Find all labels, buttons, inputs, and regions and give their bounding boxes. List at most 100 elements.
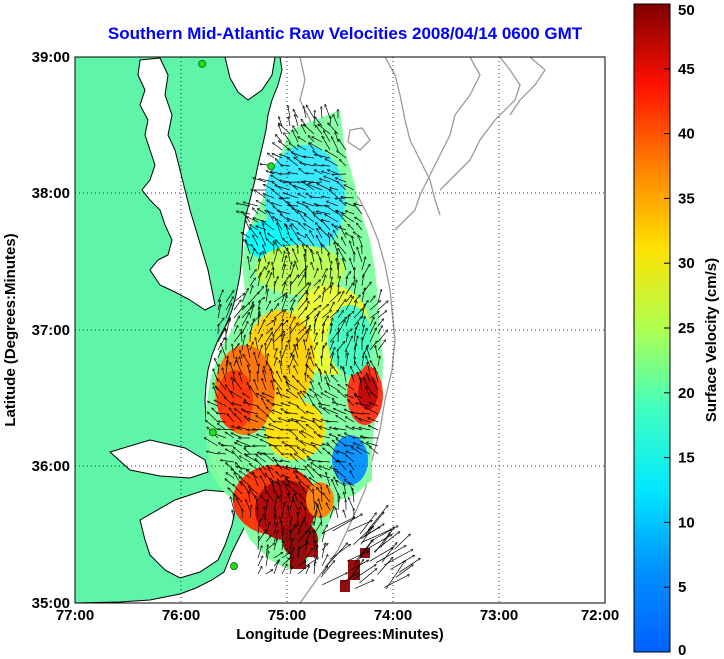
velocity-arrow — [351, 366, 355, 375]
velocity-arrow — [306, 412, 315, 415]
velocity-arrow — [297, 507, 300, 519]
velocity-arrow — [333, 230, 339, 239]
velocity-arrow — [353, 309, 362, 319]
velocity-arrow — [329, 302, 334, 311]
velocity-arrow — [286, 225, 291, 239]
velocity-arrow — [322, 444, 331, 447]
velocity-arrow — [294, 454, 307, 463]
velocity-arrow — [225, 304, 232, 319]
velocity-arrow — [264, 366, 267, 375]
velocity-arrow — [243, 393, 251, 399]
velocity-arrow — [273, 522, 278, 535]
velocity-arrow — [302, 431, 315, 439]
velocity-arrow — [241, 307, 252, 319]
velocity-arrow — [336, 258, 339, 271]
velocity-arrow — [293, 499, 299, 511]
velocity-arrow — [321, 275, 326, 287]
velocity-arrow — [321, 288, 325, 303]
velocity-arrow — [317, 252, 323, 263]
velocity-arrow — [313, 268, 318, 279]
velocity-arrow — [313, 545, 318, 559]
velocity-arrow — [260, 439, 275, 447]
velocity-arrow — [290, 225, 299, 239]
velocity-arrow — [313, 561, 315, 575]
velocity-arrow — [259, 468, 267, 479]
velocity-arrow — [281, 166, 291, 167]
velocity-arrow — [344, 185, 355, 191]
velocity-arrow — [377, 290, 381, 303]
velocity-arrow — [345, 295, 352, 303]
velocity-arrow — [241, 288, 248, 303]
velocity-arrow — [281, 351, 283, 367]
velocity-arrow — [225, 432, 235, 439]
velocity-arrow — [326, 421, 339, 422]
velocity-arrow — [304, 476, 315, 487]
grid-lines — [75, 57, 605, 603]
velocity-arrow — [343, 367, 347, 383]
velocity-arrow — [337, 310, 344, 319]
velocity-arrow — [287, 248, 291, 263]
velocity-arrow — [354, 361, 363, 375]
velocity-arrow — [273, 358, 277, 367]
colorbar-tick-label: 35 — [678, 190, 695, 207]
velocity-arrow — [257, 259, 260, 271]
velocity-arrow — [234, 379, 243, 391]
velocity-arrow — [294, 366, 299, 375]
velocity-arrow — [273, 304, 279, 311]
velocity-arrow — [272, 154, 283, 159]
velocity-arrow — [279, 117, 283, 127]
velocity-arrow — [377, 319, 384, 327]
velocity-arrow — [313, 286, 319, 295]
velocity-arrow — [305, 531, 311, 543]
velocity-arrow — [315, 117, 323, 127]
velocity-arrow — [337, 341, 345, 351]
velocity-arrow — [217, 304, 221, 319]
velocity-arrow — [273, 143, 283, 151]
velocity-arrow — [288, 106, 291, 119]
velocity-arrow — [247, 382, 251, 391]
velocity-arrow — [281, 502, 285, 519]
velocity-arrow — [264, 453, 275, 463]
velocity-arrow — [253, 235, 259, 247]
velocity-arrow — [331, 375, 339, 383]
velocity-arrow — [311, 249, 315, 263]
velocity-arrow — [285, 412, 299, 415]
velocity-arrow — [319, 466, 331, 471]
velocity-arrow — [277, 223, 283, 239]
velocity-arrow — [337, 320, 345, 335]
velocity-arrow — [288, 172, 299, 175]
velocity-arrow — [273, 348, 277, 359]
velocity-arrow — [341, 366, 347, 375]
velocity-arrow — [281, 495, 282, 511]
velocity-arrow — [289, 262, 292, 271]
velocity-arrow — [275, 240, 283, 247]
velocity-arrow — [310, 197, 323, 198]
velocity-arrow — [288, 117, 291, 127]
velocity-arrow — [306, 364, 307, 375]
velocity-arrow — [300, 432, 307, 439]
velocity-arrow — [336, 508, 339, 519]
velocity-arrow — [233, 316, 240, 327]
velocity-arrow — [306, 234, 315, 247]
velocity-arrow — [335, 132, 339, 143]
plot-area — [75, 57, 605, 603]
velocity-arrow — [233, 344, 239, 351]
velocity-arrow — [290, 281, 291, 295]
velocity-arrow — [334, 409, 347, 415]
velocity-arrow — [340, 200, 347, 207]
velocity-arrow — [265, 273, 272, 287]
velocity-arrow — [361, 529, 392, 543]
velocity-arrow — [285, 479, 299, 487]
velocity-arrow — [278, 211, 291, 215]
velocity-arrow — [332, 174, 347, 175]
velocity-arrow — [353, 336, 358, 351]
velocity-arrow — [317, 488, 323, 495]
velocity-arrow — [325, 150, 339, 159]
velocity-arrow — [289, 538, 293, 551]
x-tick-label: 72:00 — [581, 607, 619, 624]
velocity-arrow — [249, 464, 259, 471]
velocity-arrow — [299, 494, 307, 503]
velocity-arrow — [266, 490, 275, 503]
velocity-arrow — [248, 434, 259, 439]
velocity-arrow — [207, 451, 219, 455]
